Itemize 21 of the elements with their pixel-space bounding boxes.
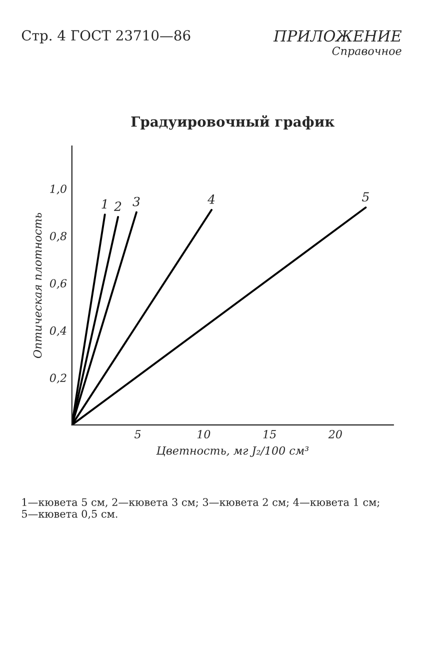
x-tick-label: 15 (263, 430, 276, 438)
x-axis-title: Цветность, мг J₂/100 см³ (156, 446, 309, 457)
text: ПРИЛОЖЕНИЕ (273, 30, 402, 42)
series-label: 1 (102, 199, 106, 208)
x-tick-label: 10 (197, 430, 210, 438)
text: 1—кювета 5 см, 2—кювета 3 см; 3—кювета 2 см; 4—кювета 1 см; 5—кювета 0,5 см. (22, 498, 380, 519)
y-tick-label: 1,0 (50, 184, 66, 194)
series-label: 4 (208, 194, 215, 204)
x-tick-label: 5 (134, 430, 141, 438)
text: Стр. 4 ГОСТ 23710—86 (22, 30, 190, 44)
chart-title: Градуировочный график (131, 115, 335, 130)
x-tick-label: 20 (328, 430, 342, 438)
series-label: 2 (114, 202, 122, 211)
y-tick-label: 0,2 (50, 374, 66, 384)
y-tick-label: 0,4 (50, 326, 66, 336)
y-tick-label: 0,6 (50, 279, 67, 289)
text: Справочное (332, 46, 402, 58)
series-label: 5 (362, 192, 369, 202)
y-tick-label: 0,8 (50, 232, 66, 242)
series-label: 3 (132, 196, 140, 206)
y-axis-title: Оптическая плотность (33, 212, 42, 358)
